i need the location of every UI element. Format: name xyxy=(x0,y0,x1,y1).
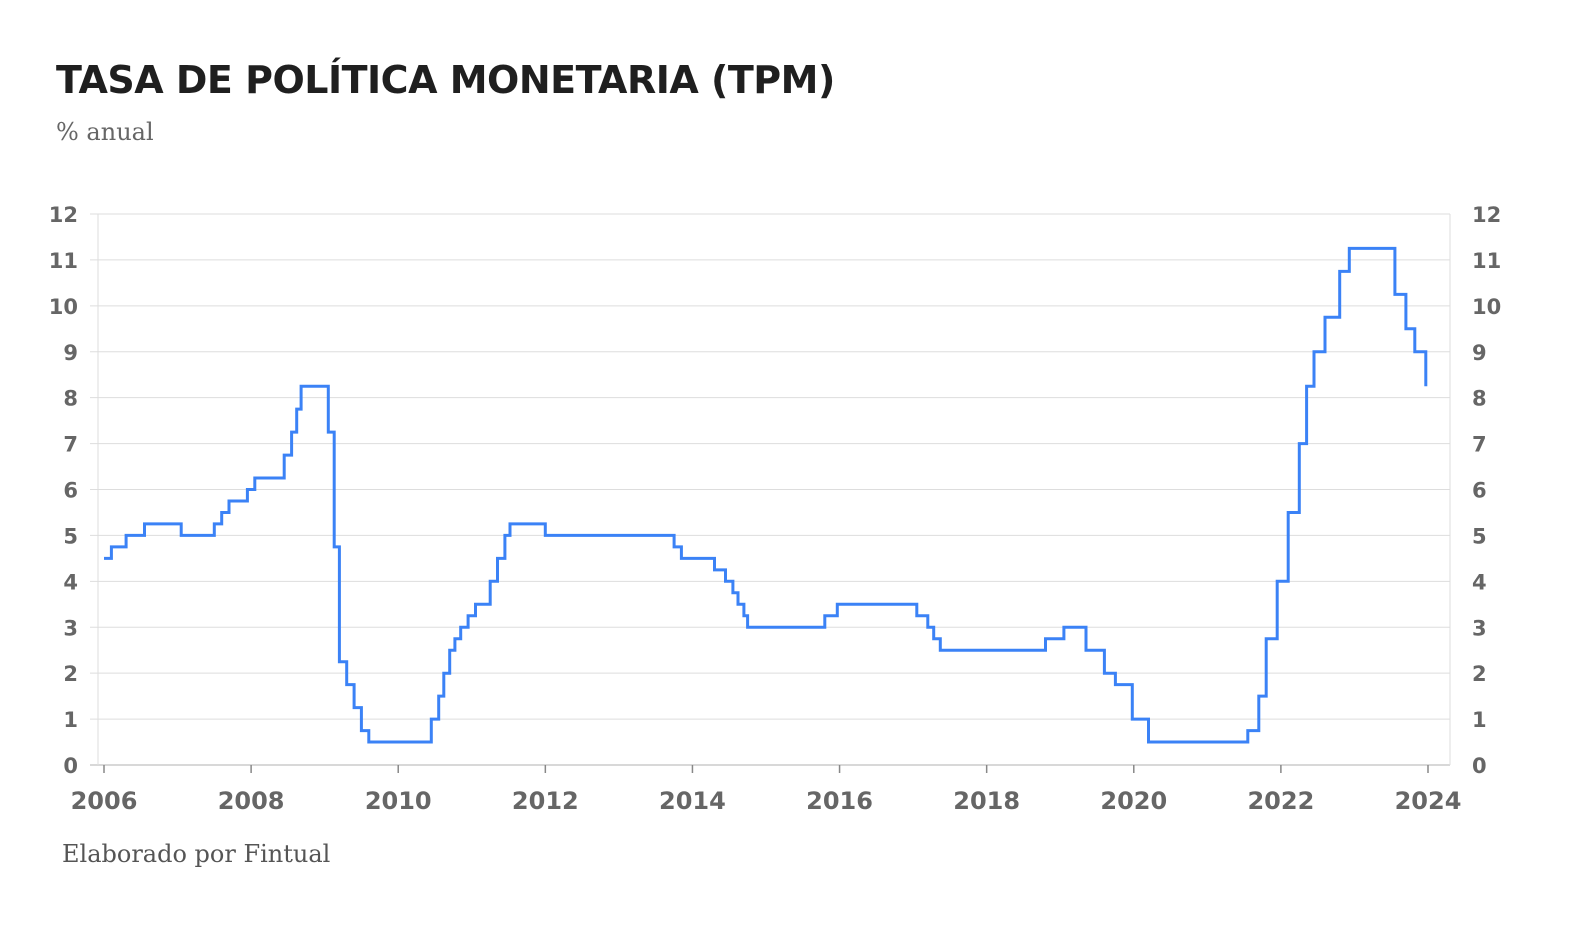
y-tick-label-right: 4 xyxy=(1472,570,1487,594)
y-tick-label-right: 2 xyxy=(1472,662,1487,686)
y-tick-label-right: 5 xyxy=(1472,524,1487,548)
y-tick-label-right: 1 xyxy=(1472,708,1487,732)
y-tick-label-left: 4 xyxy=(63,570,78,594)
chart-title: TASA DE POLÍTICA MONETARIA (TPM) xyxy=(56,58,835,102)
y-tick-label-right: 8 xyxy=(1472,387,1487,411)
x-tick-label: 2010 xyxy=(365,787,432,815)
y-tick-label-right: 11 xyxy=(1472,249,1501,273)
y-tick-label-left: 5 xyxy=(63,524,78,548)
credit-note: Elaborado por Fintual xyxy=(62,840,331,868)
x-tick-label: 2024 xyxy=(1395,787,1462,815)
y-tick-label-right: 0 xyxy=(1472,754,1487,778)
x-tick-label: 2016 xyxy=(806,787,873,815)
y-tick-label-left: 2 xyxy=(63,662,78,686)
y-tick-label-right: 6 xyxy=(1472,479,1487,503)
y-tick-label-left: 1 xyxy=(63,708,78,732)
x-tick-label: 2022 xyxy=(1247,787,1314,815)
y-tick-label-left: 11 xyxy=(49,249,78,273)
y-tick-label-left: 0 xyxy=(63,754,78,778)
x-tick-label: 2014 xyxy=(659,787,726,815)
y-tick-label-left: 12 xyxy=(49,203,78,227)
y-tick-label-left: 8 xyxy=(63,387,78,411)
x-tick-label: 2006 xyxy=(71,787,138,815)
y-tick-label-left: 7 xyxy=(63,433,78,457)
y-tick-label-right: 12 xyxy=(1472,203,1501,227)
y-tick-label-right: 10 xyxy=(1472,295,1501,319)
y-tick-label-left: 10 xyxy=(49,295,78,319)
chart-subtitle: % anual xyxy=(56,118,154,146)
y-tick-label-left: 6 xyxy=(63,479,78,503)
series-line-0 xyxy=(104,246,1428,744)
y-tick-label-right: 3 xyxy=(1472,616,1487,640)
y-tick-label-right: 9 xyxy=(1472,341,1487,365)
x-tick-label: 2020 xyxy=(1100,787,1167,815)
y-tick-label-left: 3 xyxy=(63,616,78,640)
x-tick-label: 2012 xyxy=(512,787,579,815)
x-tick-label: 2008 xyxy=(218,787,285,815)
x-tick-label: 2018 xyxy=(953,787,1020,815)
y-tick-label-left: 9 xyxy=(63,341,78,365)
y-tick-label-right: 7 xyxy=(1472,433,1487,457)
